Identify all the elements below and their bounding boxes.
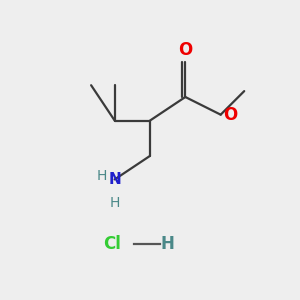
Text: O: O — [178, 41, 193, 59]
Text: O: O — [224, 106, 238, 124]
Text: H: H — [110, 196, 120, 210]
Text: H: H — [161, 235, 175, 253]
Text: Cl: Cl — [103, 235, 121, 253]
Text: N: N — [108, 172, 121, 187]
Text: H: H — [97, 169, 107, 184]
